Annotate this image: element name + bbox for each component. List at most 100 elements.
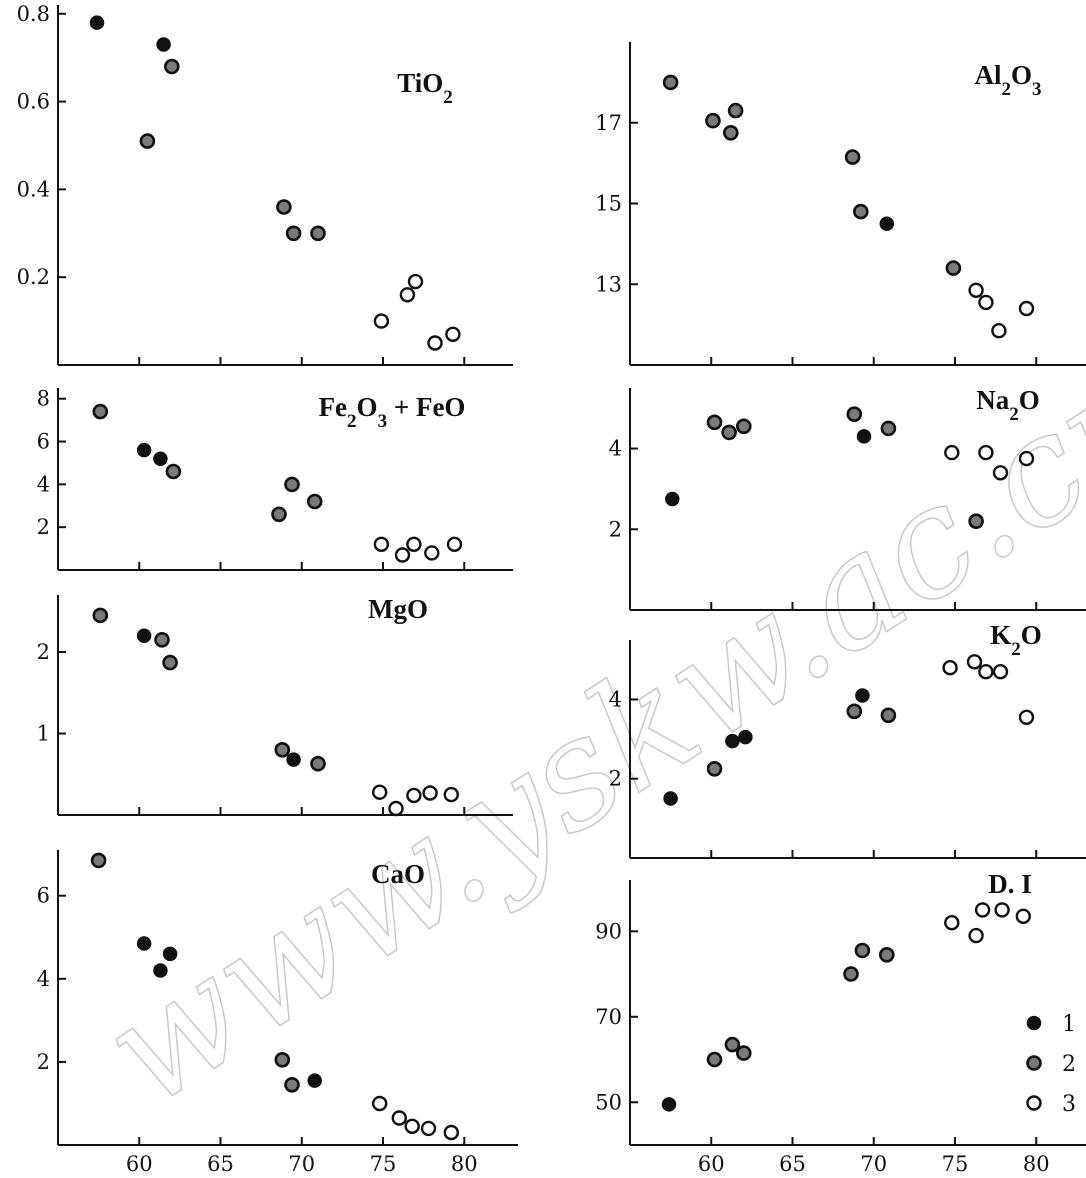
data-point-group-3 (399, 287, 416, 303)
data-point-group-1 (855, 688, 870, 703)
legend: 1 2 3 (1026, 1012, 1076, 1117)
panel-title: TiO2 (397, 68, 453, 108)
data-point-group-2 (880, 420, 897, 437)
y-tick-label: 6 (37, 430, 50, 454)
legend-label: 2 (1062, 1052, 1076, 1077)
data-point-group-1 (162, 946, 178, 962)
data-point-group-3 (992, 664, 1009, 680)
data-point-group-1 (136, 628, 152, 643)
x-tick-label: 75 (370, 1152, 397, 1176)
data-point-group-2 (735, 1045, 752, 1061)
y-tick-label: 0.4 (17, 177, 50, 201)
data-point-group-2 (968, 513, 984, 530)
data-point-group-2 (721, 424, 737, 441)
y-tick-label: 4 (609, 687, 622, 711)
data-point-group-2 (92, 607, 109, 624)
y-tick-label: 1 (37, 722, 50, 746)
legend-label: 3 (1062, 1092, 1076, 1117)
data-point-group-3 (391, 1110, 407, 1126)
data-point-group-2 (854, 942, 871, 959)
data-point-group-2 (846, 703, 863, 720)
data-point-group-3 (944, 444, 960, 461)
data-point-group-3 (373, 313, 390, 329)
data-point-group-3 (944, 915, 960, 931)
y-tick-label: 0.2 (17, 265, 50, 289)
y-tick-label: 17 (595, 111, 622, 135)
data-point-group-1 (156, 37, 171, 52)
data-point-group-3 (424, 545, 440, 561)
data-point-group-2 (284, 476, 300, 493)
data-point-group-2 (92, 403, 109, 420)
data-point-group-2 (724, 1036, 741, 1053)
y-tick-label: 13 (595, 272, 622, 296)
data-point-group-1 (879, 216, 895, 231)
x-tick-label: 80 (1023, 1152, 1050, 1176)
data-point-group-3 (1018, 300, 1035, 317)
data-point-group-2 (706, 414, 723, 431)
panel-title: D. I (988, 869, 1032, 899)
x-tick-label: 70 (860, 1152, 887, 1176)
x-tick-label: 65 (207, 1152, 234, 1176)
data-point-group-3 (372, 784, 388, 800)
data-point-group-2 (90, 852, 107, 869)
data-point-group-2 (139, 133, 156, 149)
data-point-group-1 (307, 1073, 322, 1088)
legend-item-3: 3 (1026, 1092, 1076, 1117)
data-point-group-3 (1015, 908, 1031, 924)
data-point-group-3 (994, 902, 1010, 918)
x-tick-label: 60 (126, 1152, 153, 1176)
y-tick-label: 50 (595, 1090, 622, 1114)
y-tick-label: 2 (609, 767, 622, 791)
legend-label: 1 (1062, 1012, 1076, 1037)
data-point-group-2 (727, 102, 744, 119)
data-point-group-2 (274, 1052, 291, 1068)
data-point-group-2 (285, 225, 302, 242)
y-tick-label: 4 (609, 437, 622, 461)
data-point-group-1 (663, 791, 678, 806)
y-tick-label: 0.6 (17, 90, 50, 114)
data-point-group-3 (968, 282, 984, 298)
data-point-group-2 (945, 260, 962, 276)
data-point-group-2 (846, 406, 863, 423)
data-point-group-3 (446, 536, 463, 552)
data-point-group-2 (284, 1077, 300, 1093)
data-point-group-3 (978, 444, 994, 461)
data-point-group-3 (406, 787, 422, 804)
panel-cao: 2 4 6 60 65 70 75 80 CaO (37, 850, 518, 1176)
x-tick-label: 60 (698, 1152, 725, 1176)
data-point-group-2 (878, 946, 895, 963)
data-point-group-3 (1018, 450, 1035, 467)
panel-tio: 0.2 0.4 0.6 0.8 TiO2 (17, 2, 513, 366)
data-point-group-1 (725, 733, 740, 749)
data-point-group-3 (406, 536, 422, 552)
y-tick-label: 4 (37, 967, 50, 991)
data-point-group-3 (445, 326, 461, 342)
y-tick-label: 8 (37, 387, 50, 411)
data-point-group-1 (856, 429, 872, 444)
legend-item-2: 2 (1026, 1052, 1076, 1077)
watermark: www.yskw.ac.cn (74, 325, 1086, 1141)
data-point-group-2 (310, 755, 326, 772)
panel-title: K2O (990, 620, 1042, 660)
data-point-group-3 (422, 785, 438, 801)
data-point-group-3 (427, 335, 443, 351)
data-point-group-3 (978, 664, 994, 680)
data-point-group-2 (310, 225, 326, 242)
panel-d-i: 50 70 90 60 65 70 75 80 D. I (595, 869, 1086, 1176)
data-point-group-2 (154, 631, 170, 648)
y-tick-label: 15 (595, 192, 622, 216)
data-point-group-2 (662, 74, 679, 91)
data-point-group-3 (966, 654, 983, 670)
y-tick-label: 2 (37, 515, 50, 539)
panel-title: Al2O3 (974, 60, 1041, 100)
data-point-group-3 (968, 927, 984, 944)
panel-k-o: 2 4 K2O (609, 620, 1086, 859)
data-point-group-3 (388, 800, 404, 817)
panel-al-o: 13 15 17 Al2O3 (595, 42, 1086, 366)
data-point-group-2 (165, 463, 182, 480)
x-tick-label: 80 (451, 1152, 478, 1176)
data-point-group-1 (153, 963, 168, 978)
data-point-group-3 (942, 660, 958, 676)
y-tick-label: 2 (37, 640, 50, 664)
